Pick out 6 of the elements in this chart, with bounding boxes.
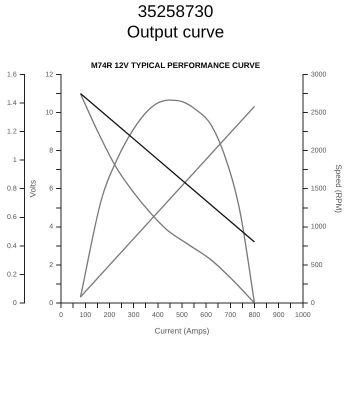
text: Output curve — [126, 22, 224, 42]
x-axis-title: Current (Amps) — [154, 326, 210, 336]
chart-subtitle: M74R 12V TYPICAL PERFORMANCE CURVE — [90, 60, 261, 70]
y3-axis-title: Speed (RPM) — [334, 164, 343, 214]
y2-axis-title: Volts — [28, 180, 38, 198]
text: 35258730 — [138, 2, 214, 21]
